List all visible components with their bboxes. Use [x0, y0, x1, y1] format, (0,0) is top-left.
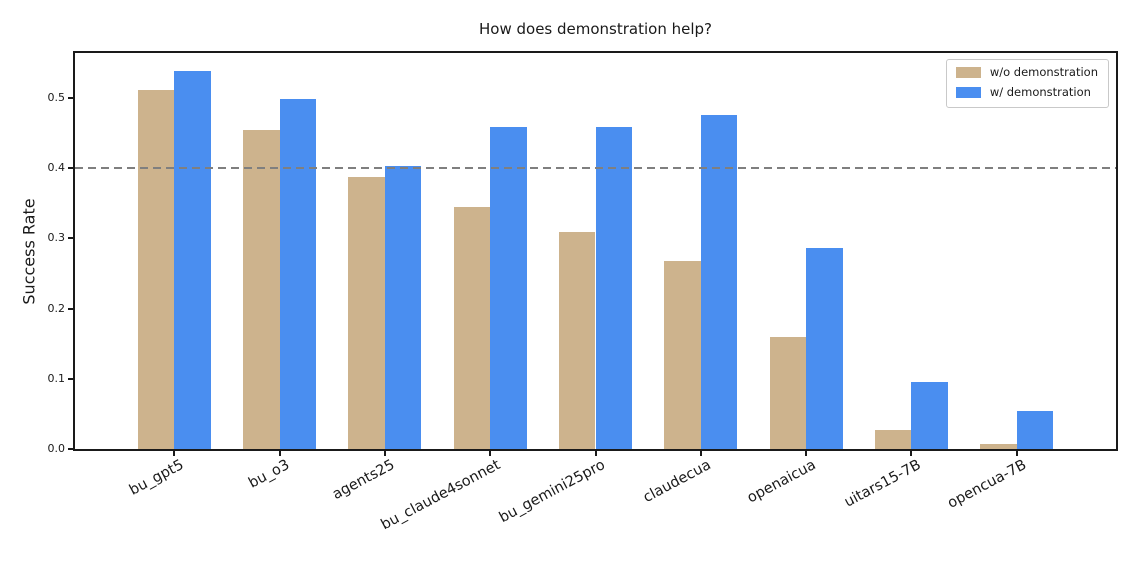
y-tick-label-0.1: 0.1	[47, 371, 66, 385]
y-tick-0.5	[68, 96, 73, 99]
x-tick-bu_gemini25pro	[594, 451, 597, 456]
y-tick-0.4	[68, 167, 73, 170]
x-tick-label-agents25: agents25	[329, 457, 398, 504]
bar-wo-demonstration-claudecua	[664, 260, 701, 449]
x-tick-label-claudecua: claudecua	[640, 457, 714, 506]
x-tick-uitars15-7B	[910, 451, 913, 456]
bar-wo-demonstration-uitars15-7B	[874, 430, 912, 449]
x-tick-agents25	[383, 451, 386, 456]
legend-swatch-w-demonstration	[955, 87, 981, 99]
x-tick-label-uitars15-7B: uitars15-7B	[842, 457, 924, 511]
bar-w-demonstration-bu_gemini25pro	[595, 126, 633, 449]
x-tick-openaicua	[805, 451, 808, 456]
legend-label-w-demonstration: w/ demonstration	[989, 84, 1091, 99]
y-tick-0.2	[68, 307, 73, 310]
legend-label-wo-demonstration: w/o demonstration	[989, 65, 1098, 79]
x-tick-bu_gpt5	[173, 451, 176, 456]
y-axis-label: Success Rate	[19, 197, 39, 305]
legend-swatch-wo-demonstration	[955, 67, 981, 79]
reference-line-0.4	[75, 167, 1116, 170]
bar-w-demonstration-opencua-7B	[1016, 411, 1054, 449]
bar-w-demonstration-openaicua	[806, 247, 843, 449]
y-tick-label-0.3: 0.3	[47, 231, 66, 245]
bar-wo-demonstration-bu_gpt5	[137, 89, 175, 449]
bar-wo-demonstration-bu_gemini25pro	[558, 232, 596, 449]
legend-entry-w-demonstration: w/ demonstration	[955, 84, 1098, 100]
plot-area: w/o demonstration w/ demonstration bu_gp…	[48, 51, 1118, 533]
bar-wo-demonstration-bu_claude4sonnet	[453, 206, 491, 449]
legend-entry-wo-demonstration: w/o demonstration	[955, 65, 1098, 80]
bar-w-demonstration-bu_gpt5	[174, 71, 211, 449]
x-tick-label-bu_gpt5: bu_gpt5	[127, 457, 187, 499]
bar-wo-demonstration-bu_o3	[243, 129, 280, 449]
bar-w-demonstration-uitars15-7B	[911, 381, 948, 449]
y-tick-label-0.4: 0.4	[47, 161, 66, 175]
x-tick-label-bu_gemini25pro: bu_gemini25pro	[496, 457, 609, 527]
y-tick-0.0	[68, 448, 73, 450]
bar-w-demonstration-bu_claude4sonnet	[490, 126, 527, 449]
y-tick-0.1	[68, 377, 73, 380]
chart-title: How does demonstration help?	[479, 20, 712, 38]
bar-w-demonstration-bu_o3	[279, 99, 317, 449]
bar-wo-demonstration-opencua-7B	[980, 444, 1017, 449]
bar-w-demonstration-claudecua	[700, 114, 738, 449]
bar-w-demonstration-agents25	[384, 166, 422, 449]
x-tick-bu_o3	[278, 451, 281, 456]
x-tick-label-opencua-7B: opencua-7B	[945, 457, 1030, 512]
x-tick-label-openaicua: openaicua	[744, 457, 819, 507]
x-tick-claudecua	[699, 451, 702, 456]
x-tick-bu_claude4sonnet	[489, 451, 492, 456]
x-tick-label-bu_o3: bu_o3	[245, 457, 293, 492]
y-tick-label-0.2: 0.2	[47, 301, 66, 315]
y-tick-0.3	[68, 237, 73, 240]
legend: w/o demonstration w/ demonstration	[945, 59, 1109, 108]
x-tick-label-bu_claude4sonnet: bu_claude4sonnet	[378, 457, 503, 534]
y-tick-label-0.5: 0.5	[47, 90, 66, 104]
bar-wo-demonstration-agents25	[348, 176, 385, 449]
bar-wo-demonstration-openaicua	[769, 337, 807, 449]
y-tick-label-0.0: 0.0	[47, 442, 66, 455]
x-tick-opencua-7B	[1015, 451, 1018, 456]
